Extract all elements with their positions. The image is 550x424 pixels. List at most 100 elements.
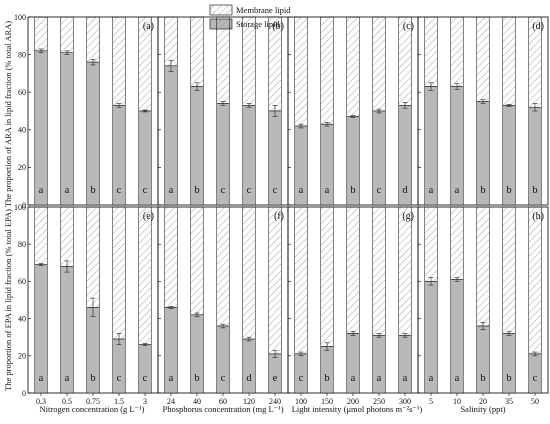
y-tick-label: 20 bbox=[18, 163, 26, 172]
panel-label: (d) bbox=[532, 21, 544, 32]
significance-letter: b bbox=[480, 373, 485, 384]
panel-label: (e) bbox=[143, 211, 154, 222]
significance-letter: a bbox=[455, 185, 460, 196]
significance-letter: c bbox=[533, 373, 538, 384]
panel-label: (c) bbox=[403, 21, 414, 32]
significance-letter: c bbox=[221, 373, 226, 384]
bar-membrane bbox=[112, 16, 126, 106]
bar-membrane bbox=[476, 206, 490, 327]
bar-membrane bbox=[190, 206, 204, 316]
x-tick-label: 250 bbox=[373, 397, 385, 406]
x-tick-label: 5 bbox=[429, 397, 433, 406]
y-tick-label: 100 bbox=[14, 203, 26, 212]
x-tick-label: 24 bbox=[167, 397, 175, 406]
significance-letter: a bbox=[169, 373, 174, 384]
significance-letter: c bbox=[117, 185, 122, 196]
bar-membrane bbox=[34, 16, 48, 52]
bar-membrane bbox=[294, 16, 308, 127]
bar-membrane bbox=[372, 16, 386, 112]
significance-letter: d bbox=[246, 373, 252, 384]
significance-letter: e bbox=[273, 373, 278, 384]
significance-letter: a bbox=[325, 185, 330, 196]
y-tick-label: 100 bbox=[14, 13, 26, 22]
panel-label: (b) bbox=[272, 21, 284, 32]
significance-letter: b bbox=[90, 185, 95, 196]
bar-membrane bbox=[528, 206, 542, 355]
x-tick-label: 0.75 bbox=[86, 397, 100, 406]
y-tick-label: 0 bbox=[22, 201, 26, 210]
bar-storage bbox=[60, 52, 74, 206]
significance-letter: d bbox=[402, 185, 408, 196]
bar-storage bbox=[112, 338, 126, 394]
x-tick-label: 300 bbox=[399, 397, 411, 406]
bar-membrane bbox=[320, 206, 334, 347]
x-tick-label: 35 bbox=[505, 397, 513, 406]
x-axis-title-nitrogen: Nitrogen concentration (g L⁻¹) bbox=[40, 404, 145, 414]
bar-membrane bbox=[242, 16, 256, 106]
x-tick-label: 120 bbox=[243, 397, 255, 406]
bar-membrane bbox=[60, 206, 74, 267]
significance-letter: a bbox=[39, 185, 44, 196]
significance-letter: a bbox=[455, 373, 460, 384]
y-tick-label: 20 bbox=[18, 352, 26, 361]
bar-membrane bbox=[320, 16, 334, 125]
significance-letter: c bbox=[299, 373, 304, 384]
bar-membrane bbox=[216, 206, 230, 327]
x-tick-label: 3 bbox=[143, 397, 147, 406]
significance-letter: a bbox=[39, 373, 44, 384]
x-axis-title-salinity: Salinity (ppt) bbox=[460, 404, 505, 414]
significance-letter: a bbox=[65, 185, 70, 196]
x-tick-label: 60 bbox=[219, 397, 227, 406]
x-tick-label: 1.5 bbox=[114, 397, 124, 406]
significance-letter: b bbox=[506, 185, 511, 196]
bar-membrane bbox=[164, 206, 178, 308]
significance-letter: a bbox=[377, 373, 382, 384]
bar-membrane bbox=[346, 206, 360, 334]
significance-letter: b bbox=[194, 185, 199, 196]
legend-membrane-label: Membrane lipid bbox=[236, 5, 291, 15]
y-axis-title-top: The proportion of ARA in lipid fraction … bbox=[3, 21, 13, 207]
bar-membrane bbox=[190, 16, 204, 87]
significance-letter: a bbox=[403, 373, 408, 384]
y-axis-title-bottom: The proportion of EPA in lipid fraction … bbox=[3, 209, 13, 391]
bar-membrane bbox=[294, 206, 308, 355]
bar-storage bbox=[398, 335, 412, 394]
significance-letter: a bbox=[429, 373, 434, 384]
x-tick-label: 10 bbox=[453, 397, 461, 406]
significance-letter: b bbox=[90, 373, 95, 384]
significance-letter: a bbox=[65, 373, 70, 384]
bar-membrane bbox=[450, 16, 464, 87]
bar-membrane bbox=[502, 206, 516, 334]
x-tick-label: 0.5 bbox=[62, 397, 72, 406]
bar-membrane bbox=[450, 206, 464, 280]
x-tick-label: 150 bbox=[321, 397, 333, 406]
x-axis-title-light: Light intensity (μmol photons m⁻²s⁻¹) bbox=[292, 404, 423, 414]
y-tick-label: 80 bbox=[18, 240, 26, 249]
x-axis-title-phosphorus: Phosphorus concentration (mg L⁻¹) bbox=[162, 404, 283, 414]
bar-membrane bbox=[372, 206, 386, 336]
significance-letter: c bbox=[221, 185, 226, 196]
significance-letter: a bbox=[429, 185, 434, 196]
significance-letter: a bbox=[169, 185, 174, 196]
significance-letter: c bbox=[247, 185, 252, 196]
panel-label: (h) bbox=[532, 211, 544, 222]
bar-storage bbox=[372, 335, 386, 394]
x-tick-label: 200 bbox=[347, 397, 359, 406]
x-tick-label: 100 bbox=[295, 397, 307, 406]
x-tick-label: 240 bbox=[269, 397, 281, 406]
significance-letter: c bbox=[377, 185, 382, 196]
panel-label: (g) bbox=[402, 211, 414, 222]
significance-letter: b bbox=[506, 373, 511, 384]
panel-label: (f) bbox=[274, 211, 284, 222]
bar-storage bbox=[502, 333, 516, 394]
bar-membrane bbox=[34, 206, 48, 265]
bar-membrane bbox=[60, 16, 74, 53]
y-tick-label: 60 bbox=[18, 277, 26, 286]
x-tick-label: 50 bbox=[531, 397, 539, 406]
bar-storage bbox=[138, 344, 152, 394]
y-tick-label: 40 bbox=[18, 314, 26, 323]
x-tick-label: 20 bbox=[479, 397, 487, 406]
significance-letter: b bbox=[350, 185, 355, 196]
